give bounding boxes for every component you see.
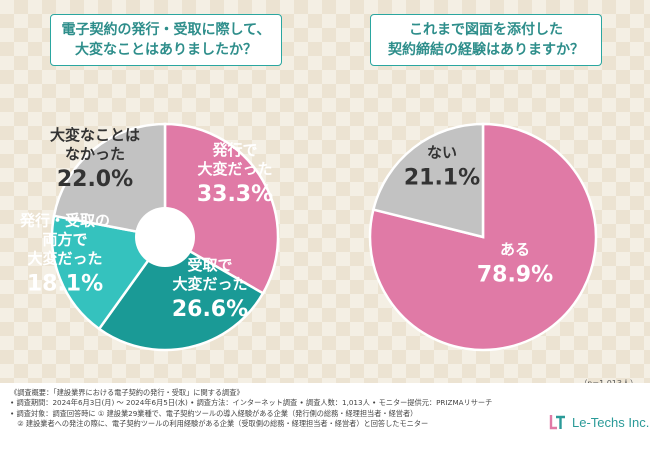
chart1-slice-2-label-line: 大変だった	[172, 275, 247, 293]
company-logo: Le-Techs Inc.	[548, 410, 649, 434]
chart2-title: これまで図面を添付した 契約締結の経験はありますか？	[370, 14, 602, 66]
survey-overview-line: • 調査対象：調査回答時に ① 建設業29業種で、電子契約ツールの導入経験がある…	[10, 408, 418, 418]
chart2-slice-2	[371, 122, 485, 239]
chart1-slice-2	[97, 235, 265, 352]
chart1-slice-1-label-line: 大変だった	[197, 160, 272, 178]
chart1-slice-3-label-line: 両方で	[42, 231, 87, 249]
chart1-slice-4-label-line: なかった	[65, 145, 125, 163]
logo-text: Le-Techs Inc.	[572, 414, 650, 430]
chart1-donut-hole	[135, 207, 195, 267]
chart1-slice-1	[163, 122, 280, 295]
chart1-slice-4	[52, 122, 167, 239]
chart2-title-line1: これまで図面を添付した	[409, 22, 563, 38]
survey-overview-line: ② 建設業者への発注の際に、電子契約ツールの利用経験がある企業（受取側の総務・経…	[10, 419, 429, 429]
chart1-title: 電子契約の発行・受取に際して、 大変なことはありましたか？	[50, 14, 282, 66]
chart1-slice-2-label-line: 受取で	[187, 256, 232, 274]
chart2-title-line2: 契約締結の経験はありますか？	[388, 42, 584, 58]
chart2-slice-2-value-label: 21.1%	[404, 166, 480, 191]
le-techs-logo-icon	[549, 415, 565, 430]
chart2-slice-2-label-line: ない	[427, 144, 457, 162]
chart1-slice-3-label-line: 大変だった	[27, 250, 102, 268]
charts-canvas: 発行で大変だった33.3%受取で大変だった26.6%発行・受取の両方で大変だった…	[19, 122, 598, 352]
footer-panel	[0, 383, 650, 450]
chart1-slice-3-value-label: 18.1%	[27, 272, 103, 297]
chart1-slice-1-value-label: 33.3%	[197, 182, 273, 207]
chart2-slice-1-label: ある 78.9%	[477, 241, 553, 288]
survey-overview-line: 《調査概要：「建設業界における電子契約の発行・受取」に関する調査》	[10, 388, 244, 397]
chart1-slice-4-value-label: 22.0%	[57, 167, 133, 192]
chart1-slice-3-label-line: 発行・受取の	[19, 212, 110, 230]
survey-overview: 《調査概要：「建設業界における電子契約の発行・受取」に関する調査》 • 調査期間…	[10, 388, 492, 430]
chart2-slice-1-value-label: 78.9%	[477, 263, 553, 288]
chart1-slice-4-label-line: 大変なことは	[50, 126, 140, 144]
survey-overview-line: • 調査期間：2024年6月3日(月) 〜 2024年6月5日(水) • 調査方…	[10, 398, 493, 408]
chart2-slice-1	[368, 122, 598, 352]
chart1-slice-2-value-label: 26.6%	[172, 297, 248, 322]
chart1-title-line1: 電子契約の発行・受取に際して、	[61, 22, 271, 38]
chart1-slice-1-label-line: 発行で	[211, 141, 257, 159]
chart1-title-line2: 大変なことはありましたか？	[75, 42, 257, 58]
chart2-slice-2-label: ない 21.1%	[404, 144, 480, 191]
chart2-slice-1-label-line: ある	[500, 241, 530, 259]
